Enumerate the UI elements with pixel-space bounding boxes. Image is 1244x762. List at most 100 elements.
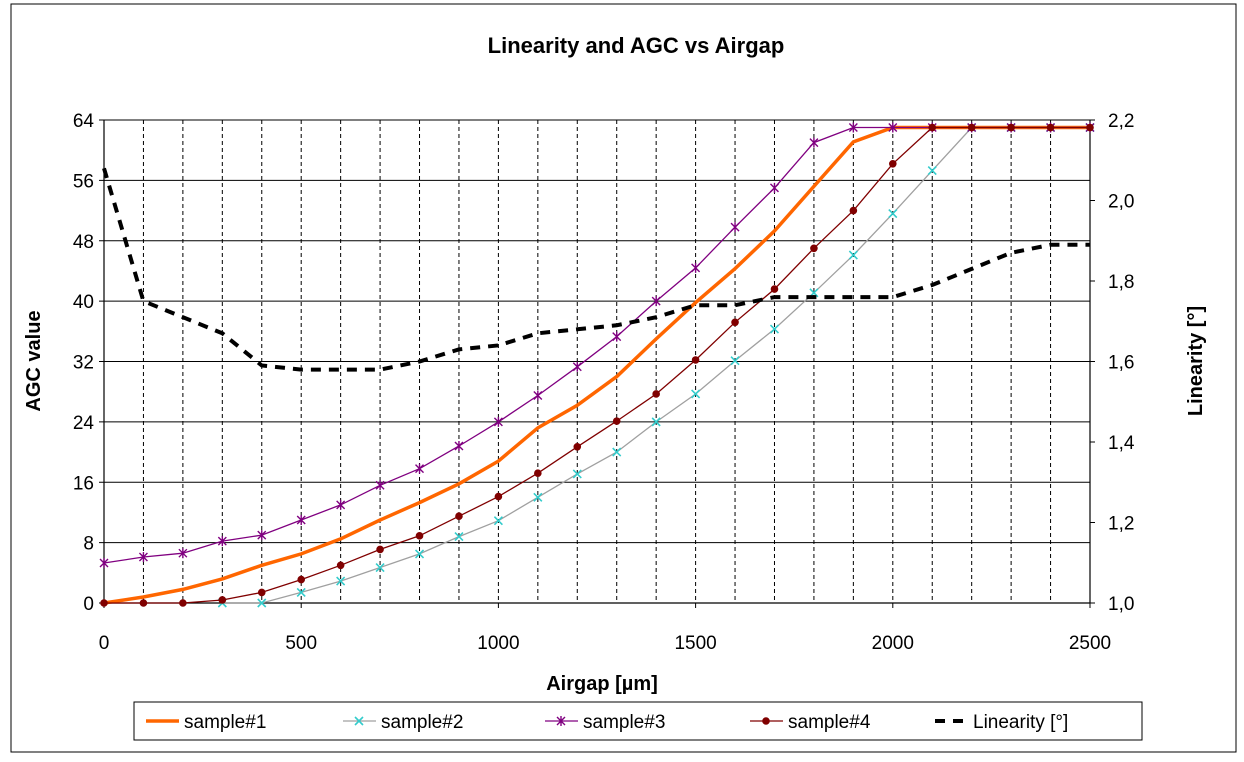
legend-box bbox=[133, 701, 1143, 741]
y2-tick-label: 2,0 bbox=[1108, 192, 1134, 213]
chart-title: Linearity and AGC vs Airgap bbox=[488, 33, 785, 58]
y2-tick-label: 2,2 bbox=[1108, 111, 1134, 132]
data-point-series-4 bbox=[494, 492, 503, 501]
legend-label-3: sample#3 bbox=[583, 712, 665, 733]
y-tick-label: 32 bbox=[73, 353, 94, 374]
y-tick-label: 8 bbox=[83, 534, 94, 555]
data-point-series-3 bbox=[217, 536, 227, 547]
legend: sample#1 sample#2 sample#3 sample#4 Linearit… bbox=[133, 701, 1143, 741]
data-point-series-4 bbox=[770, 285, 779, 293]
data-point-series-3 bbox=[138, 551, 148, 562]
data-point-series-3 bbox=[572, 361, 582, 372]
data-point-series-3 bbox=[533, 390, 543, 401]
data-point-series-4 bbox=[612, 417, 621, 425]
data-point-series-4 bbox=[257, 588, 266, 597]
data-point-series-4 bbox=[455, 512, 463, 521]
data-point-series-2 bbox=[612, 447, 622, 457]
legend-label-5: Linearity [°] bbox=[973, 712, 1068, 733]
data-point-series-2 bbox=[769, 324, 780, 334]
data-point-series-4 bbox=[1007, 123, 1015, 132]
y2-tick-label: 1,8 bbox=[1108, 272, 1134, 293]
data-point-series-4 bbox=[415, 532, 424, 540]
data-point-series-4 bbox=[534, 469, 542, 477]
data-point-series-4 bbox=[218, 596, 227, 604]
data-point-series-2 bbox=[533, 492, 543, 502]
data-point-series-3 bbox=[99, 558, 109, 569]
data-point-series-3 bbox=[336, 499, 346, 510]
data-point-series-2 bbox=[493, 516, 503, 526]
data-point-series-3 bbox=[178, 548, 188, 559]
legend-marker-2 bbox=[354, 716, 364, 726]
data-point-series-3 bbox=[257, 530, 267, 541]
y2-tick-label: 1,0 bbox=[1108, 594, 1134, 615]
data-point-series-3 bbox=[375, 480, 385, 491]
data-point-series-4 bbox=[889, 159, 897, 168]
data-point-series-2 bbox=[888, 209, 898, 219]
data-point-series-4 bbox=[179, 599, 187, 607]
data-point-series-4 bbox=[652, 390, 660, 398]
x-tick-label: 2500 bbox=[1069, 633, 1111, 654]
data-point-series-4 bbox=[928, 123, 937, 132]
y-tick-label: 56 bbox=[73, 171, 94, 192]
data-point-series-2 bbox=[375, 562, 385, 573]
data-point-series-3 bbox=[769, 182, 779, 193]
x-tick-label: 500 bbox=[285, 633, 317, 654]
y-axis-title: AGC value bbox=[23, 310, 45, 411]
legend-label-4: sample#4 bbox=[788, 712, 871, 733]
data-point-series-2 bbox=[572, 469, 582, 479]
data-point-series-4 bbox=[297, 575, 306, 584]
data-point-series-4 bbox=[1086, 123, 1094, 132]
data-point-series-3 bbox=[691, 262, 701, 273]
series-line-4 bbox=[104, 126, 1090, 604]
x-tick-label: 1000 bbox=[477, 633, 519, 654]
series-line-5 bbox=[102, 167, 1090, 372]
data-point-series-2 bbox=[414, 549, 425, 559]
y-tick-label: 16 bbox=[73, 473, 94, 494]
series-line-3 bbox=[103, 126, 1090, 564]
data-point-series-4 bbox=[1046, 123, 1055, 132]
y2-tick-label: 1,4 bbox=[1108, 433, 1135, 454]
data-point-series-3 bbox=[296, 514, 306, 525]
y-tick-label: 24 bbox=[73, 413, 95, 434]
y-tick-label: 0 bbox=[83, 594, 94, 615]
data-point-series-2 bbox=[257, 598, 267, 608]
data-point-series-2 bbox=[691, 389, 701, 399]
plot-layer: 0 8 16 24 32 40 48 56 64 1,0 1,2 1,4 1,6 1,8 2,0 2,2 0 50… bbox=[73, 111, 1135, 654]
data-point-series-4 bbox=[810, 244, 818, 253]
data-point-series-2 bbox=[336, 576, 346, 586]
data-point-series-2 bbox=[454, 532, 464, 542]
data-point-series-3 bbox=[454, 441, 464, 452]
data-point-series-3 bbox=[493, 416, 503, 427]
data-point-series-2 bbox=[651, 417, 661, 427]
data-point-series-4 bbox=[849, 206, 858, 215]
data-point-series-4 bbox=[336, 561, 345, 570]
data-point-series-4 bbox=[731, 318, 739, 327]
y2-axis-title: Linearity [°] bbox=[1185, 306, 1207, 416]
data-point-series-2 bbox=[848, 250, 858, 260]
x-tick-label: 2000 bbox=[872, 633, 914, 654]
data-point-series-2 bbox=[730, 356, 740, 366]
data-point-series-3 bbox=[809, 137, 819, 148]
y-tick-label: 40 bbox=[73, 292, 94, 313]
y-tick-label: 64 bbox=[73, 111, 95, 132]
data-point-series-3 bbox=[888, 122, 898, 133]
data-point-series-3 bbox=[651, 296, 661, 307]
y2-tick-label: 1,6 bbox=[1108, 353, 1134, 374]
data-point-series-4 bbox=[573, 442, 582, 451]
legend-label-2: sample#2 bbox=[381, 712, 463, 733]
data-point-series-4 bbox=[376, 545, 384, 554]
legend-marker-4 bbox=[762, 717, 770, 725]
legend-marker-3 bbox=[556, 716, 566, 726]
data-point-series-3 bbox=[730, 222, 740, 233]
x-axis-title: Airgap [µm] bbox=[546, 673, 658, 695]
data-point-series-3 bbox=[848, 122, 858, 133]
data-point-series-3 bbox=[415, 463, 425, 474]
data-point-series-2 bbox=[927, 165, 937, 176]
x-tick-label: 1500 bbox=[674, 633, 716, 654]
y-tick-label: 48 bbox=[73, 232, 94, 253]
data-point-series-2 bbox=[296, 587, 306, 597]
data-point-series-4 bbox=[100, 599, 108, 607]
data-point-series-4 bbox=[967, 123, 976, 132]
